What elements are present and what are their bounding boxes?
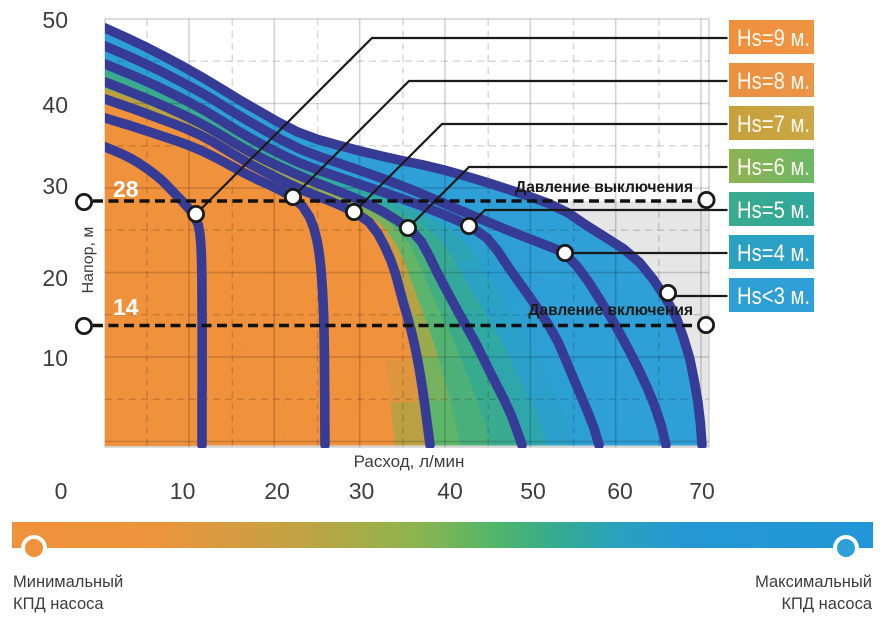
svg-text:14: 14 [113,294,139,320]
svg-text:10: 10 [170,478,196,504]
svg-text:10: 10 [42,345,68,371]
svg-text:Давление выключения: Давление выключения [515,179,693,196]
svg-text:Напор, м: Напор, м [80,227,97,294]
svg-text:0: 0 [55,478,68,504]
svg-text:Расход, л/мин: Расход, л/мин [354,452,465,471]
svg-text:20: 20 [42,265,68,291]
svg-text:Hs=4 м.: Hs=4 м. [737,240,810,267]
svg-text:Hs=8 м.: Hs=8 м. [737,68,810,95]
svg-text:Hs=7 м.: Hs=7 м. [737,111,810,138]
svg-text:Минимальный: Минимальный [13,573,123,591]
svg-text:Hs<3 м.: Hs<3 м. [737,283,810,310]
svg-text:Давление включения: Давление включения [528,302,693,319]
svg-text:40: 40 [437,478,463,504]
svg-text:Hs=6 м.: Hs=6 м. [737,154,810,181]
svg-text:Hs=9 м.: Hs=9 м. [737,25,810,52]
svg-text:КПД насоса: КПД насоса [781,595,872,613]
svg-text:50: 50 [42,7,68,33]
svg-text:50: 50 [520,478,546,504]
svg-text:40: 40 [42,92,68,118]
svg-text:Максимальный: Максимальный [755,573,872,591]
svg-text:28: 28 [113,176,139,202]
svg-text:20: 20 [264,478,290,504]
svg-text:30: 30 [42,173,68,199]
svg-text:70: 70 [689,478,715,504]
svg-text:30: 30 [349,478,375,504]
svg-text:КПД насоса: КПД насоса [13,595,104,613]
svg-text:60: 60 [607,478,633,504]
svg-text:Hs=5 м.: Hs=5 м. [737,197,810,224]
